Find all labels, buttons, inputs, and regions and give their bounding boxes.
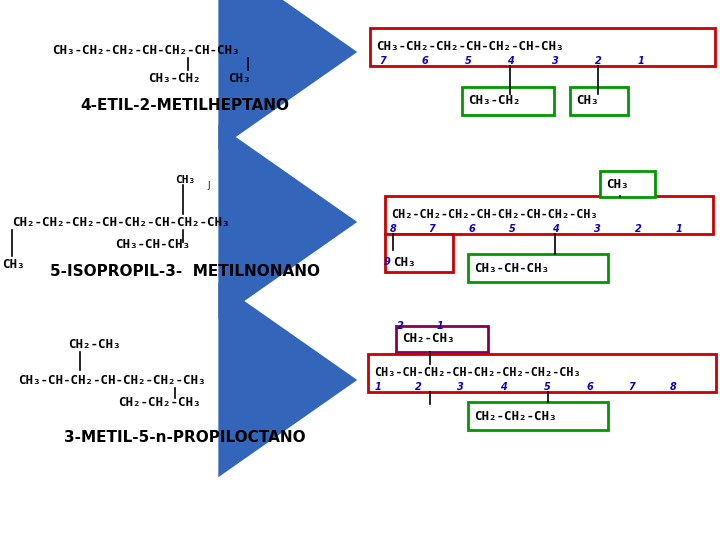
Text: 2: 2 <box>634 224 642 234</box>
Text: 4: 4 <box>507 56 513 66</box>
Text: CH₃-CH₂-CH₂-CH-CH₂-CH-CH₃: CH₃-CH₂-CH₂-CH-CH₂-CH-CH₃ <box>376 40 564 53</box>
Bar <box>396 326 488 352</box>
Text: 5: 5 <box>544 382 550 392</box>
Text: 3: 3 <box>593 224 600 234</box>
Bar <box>600 171 655 197</box>
Text: CH₂-CH₂-CH₃: CH₂-CH₂-CH₃ <box>474 409 557 422</box>
Text: 3: 3 <box>552 56 559 66</box>
Text: 5: 5 <box>508 224 516 234</box>
Bar <box>570 87 628 115</box>
Bar <box>370 28 715 66</box>
Text: CH₃-CH₂: CH₃-CH₂ <box>148 71 200 84</box>
Text: CH₃: CH₃ <box>175 175 195 185</box>
Text: CH₃: CH₃ <box>2 258 24 271</box>
Text: CH₃-CH₂: CH₃-CH₂ <box>468 94 521 107</box>
Text: 9: 9 <box>384 257 390 267</box>
Text: CH₂-CH₂-CH₂-CH-CH₂-CH-CH₂-CH₃: CH₂-CH₂-CH₂-CH-CH₂-CH-CH₂-CH₃ <box>12 215 230 228</box>
Text: 2: 2 <box>397 321 403 331</box>
Text: CH₂-CH₃: CH₂-CH₃ <box>68 338 120 350</box>
Text: 3: 3 <box>456 382 464 392</box>
Text: 5: 5 <box>464 56 472 66</box>
Text: 4: 4 <box>552 224 559 234</box>
Text: 5-ISOPROPIL-3-  METILNONANO: 5-ISOPROPIL-3- METILNONANO <box>50 265 320 280</box>
Bar <box>368 354 716 392</box>
Text: CH₃: CH₃ <box>228 71 251 84</box>
Text: 7: 7 <box>379 56 387 66</box>
Text: 2: 2 <box>595 56 601 66</box>
Bar <box>462 87 554 115</box>
Text: 3-METIL-5-n-PROPILOCTANO: 3-METIL-5-n-PROPILOCTANO <box>64 430 306 445</box>
Text: 6: 6 <box>422 56 428 66</box>
Text: 2: 2 <box>415 382 421 392</box>
Text: CH₃: CH₃ <box>576 94 598 107</box>
Text: CH₃-CH-CH₃: CH₃-CH-CH₃ <box>115 238 190 251</box>
Bar <box>385 234 453 272</box>
Text: CH₂-CH₂-CH₂-CH-CH₂-CH-CH₂-CH₃: CH₂-CH₂-CH₂-CH-CH₂-CH-CH₂-CH₃ <box>391 208 598 221</box>
Text: 1: 1 <box>675 224 683 234</box>
Text: 1: 1 <box>374 382 382 392</box>
Text: 1: 1 <box>638 56 644 66</box>
Text: CH₃-CH-CH₂-CH-CH₂-CH₂-CH₂-CH₃: CH₃-CH-CH₂-CH-CH₂-CH₂-CH₂-CH₃ <box>374 367 580 380</box>
Text: CH₃-CH-CH₃: CH₃-CH-CH₃ <box>474 261 549 274</box>
Bar <box>468 254 608 282</box>
Text: CH₃: CH₃ <box>606 178 629 191</box>
Text: J: J <box>207 180 210 190</box>
Bar <box>468 402 608 430</box>
Text: CH₂-CH₃: CH₂-CH₃ <box>402 333 454 346</box>
Text: 4: 4 <box>500 382 506 392</box>
Text: CH₃-CH₂-CH₂-CH-CH₂-CH-CH₃: CH₃-CH₂-CH₂-CH-CH₂-CH-CH₃ <box>52 44 240 57</box>
Text: 6: 6 <box>469 224 475 234</box>
Text: 7: 7 <box>629 382 635 392</box>
Bar <box>385 196 713 234</box>
Text: CH₃-CH-CH₂-CH-CH₂-CH₂-CH₃: CH₃-CH-CH₂-CH-CH₂-CH₂-CH₃ <box>18 374 205 387</box>
Text: CH₂-CH₂-CH₃: CH₂-CH₂-CH₃ <box>118 395 200 408</box>
Text: 8: 8 <box>670 382 676 392</box>
Text: 1: 1 <box>436 321 444 331</box>
Text: CH₃: CH₃ <box>393 255 415 268</box>
Text: 6: 6 <box>587 382 593 392</box>
Text: 4-ETIL-2-METILHEPTANO: 4-ETIL-2-METILHEPTANO <box>81 98 289 112</box>
Text: 7: 7 <box>428 224 436 234</box>
Text: 8: 8 <box>390 224 397 234</box>
